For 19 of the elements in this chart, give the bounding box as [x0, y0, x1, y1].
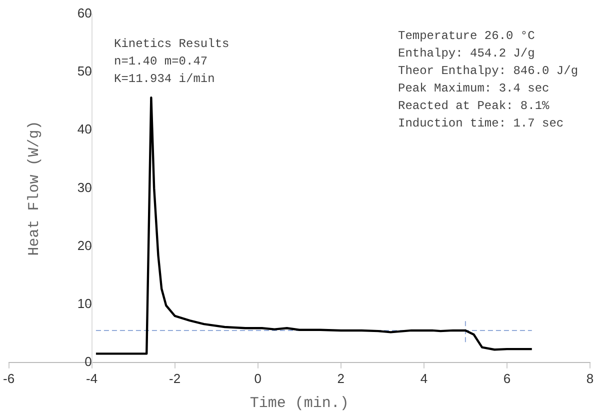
- x-axis-title: Time (min.): [250, 394, 349, 412]
- y-axis-title: Heat Flow (W/g): [26, 120, 43, 256]
- x-tick-label: 2: [337, 370, 345, 386]
- y-tick-label: 30: [77, 180, 92, 195]
- y-tick-label: 0: [84, 354, 92, 369]
- annotation: Kinetics Results n=1.40 m=0.47 K=11.934 i/min: [114, 37, 230, 86]
- y-tick-label: 20: [77, 238, 92, 253]
- x-tick-label: -2: [169, 370, 181, 386]
- y-tick-label: 60: [77, 6, 92, 21]
- x-tick-label: 8: [586, 370, 594, 386]
- x-tick-label: 4: [420, 370, 428, 386]
- y-tick-label: 40: [77, 122, 92, 137]
- x-tick-label: -6: [3, 370, 15, 386]
- x-tick-label: 6: [503, 370, 511, 386]
- annotation: Temperature 26.0 °C Enthalpy: 454.2 J/g Theor Enthalpy: 846.0 J/g Peak Maximum: 3.4 sec Reacted at Peak: 8.1% Induction time: 1.7 sec: [398, 29, 578, 131]
- x-tick-label: -4: [86, 370, 98, 386]
- y-tick-label: 10: [77, 296, 92, 311]
- y-tick-label: 50: [77, 64, 92, 79]
- x-tick-label: 0: [254, 370, 262, 386]
